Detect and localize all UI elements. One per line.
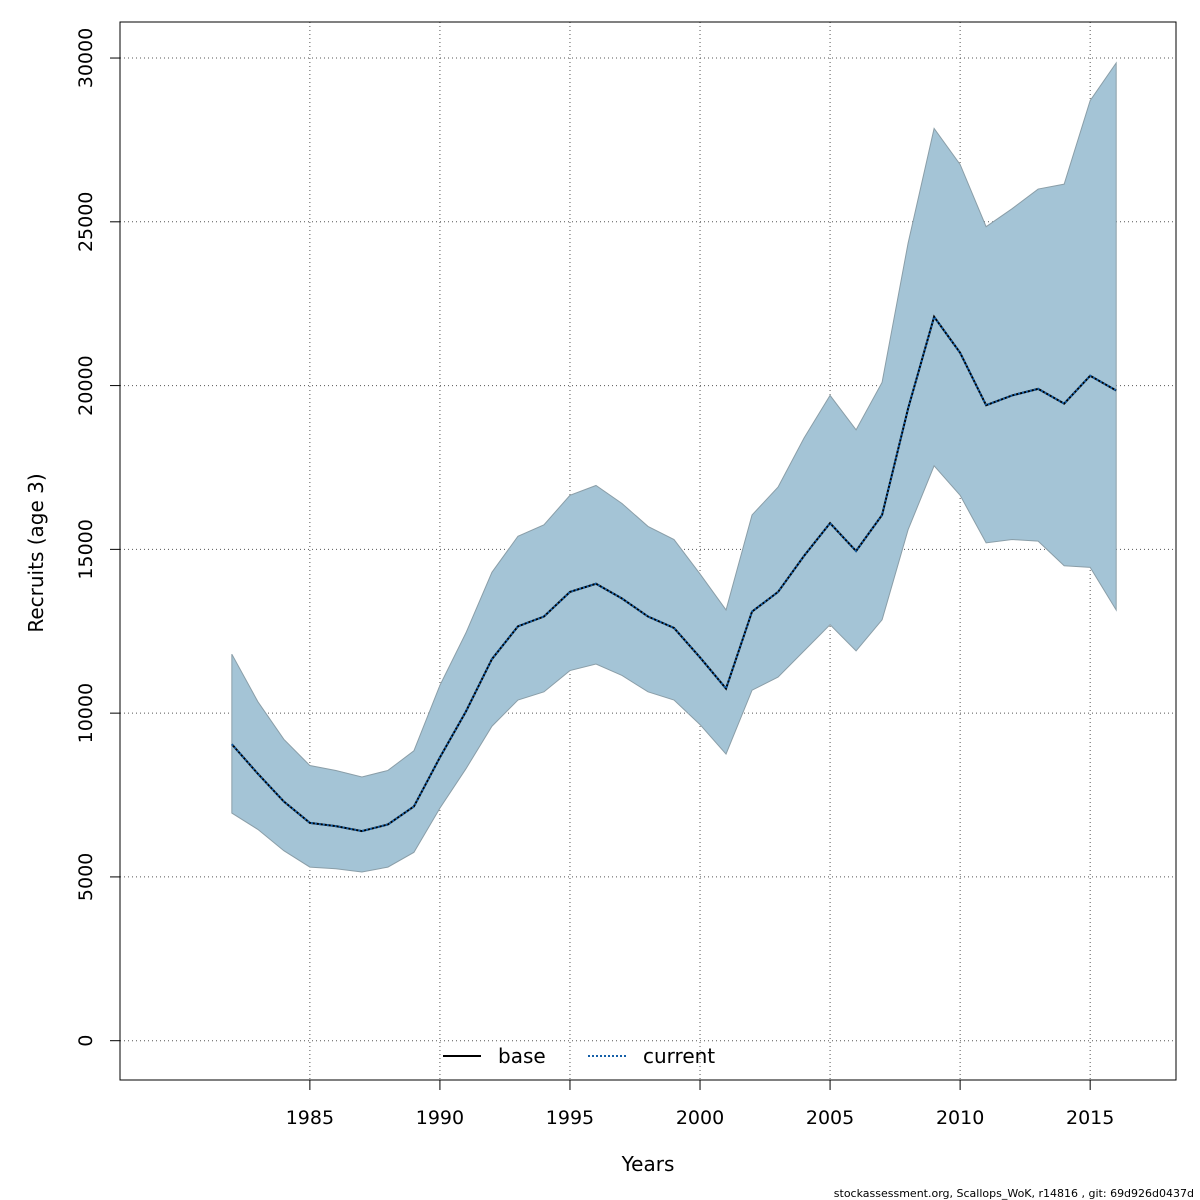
x-tick-label: 2000 [676, 1107, 724, 1129]
x-tick-label: 2005 [806, 1107, 854, 1129]
legend: base current [443, 1044, 715, 1068]
y-axis: 0 5000 10000 15000 20000 25000 30000 [75, 28, 120, 1047]
y-tick-label: 30000 [75, 28, 97, 88]
legend-label-current: current [643, 1044, 715, 1068]
y-tick-label: 10000 [75, 683, 97, 743]
y-tick-label: 5000 [75, 853, 97, 901]
y-axis-title: Recruits (age 3) [24, 473, 48, 632]
x-tick-label: 1990 [416, 1107, 464, 1129]
x-axis: 1985 1990 1995 2000 2005 2010 2015 [286, 1080, 1114, 1129]
footer-credit: stockassessment.org, Scallops_WoK, r1481… [834, 1187, 1194, 1200]
y-tick-label: 15000 [75, 519, 97, 579]
x-tick-label: 2015 [1066, 1107, 1114, 1129]
x-tick-label: 2010 [936, 1107, 984, 1129]
y-tick-label: 25000 [75, 192, 97, 252]
plot-frame [119, 21, 1177, 1081]
x-tick-label: 1995 [546, 1107, 594, 1129]
x-axis-title: Years [621, 1152, 675, 1176]
series-line-current [231, 314, 1117, 833]
legend-label-base: base [498, 1044, 546, 1068]
confidence-band [231, 61, 1117, 873]
x-tick-label: 1985 [286, 1107, 334, 1129]
y-tick-label: 0 [75, 1035, 97, 1047]
y-tick-label: 20000 [75, 355, 97, 415]
